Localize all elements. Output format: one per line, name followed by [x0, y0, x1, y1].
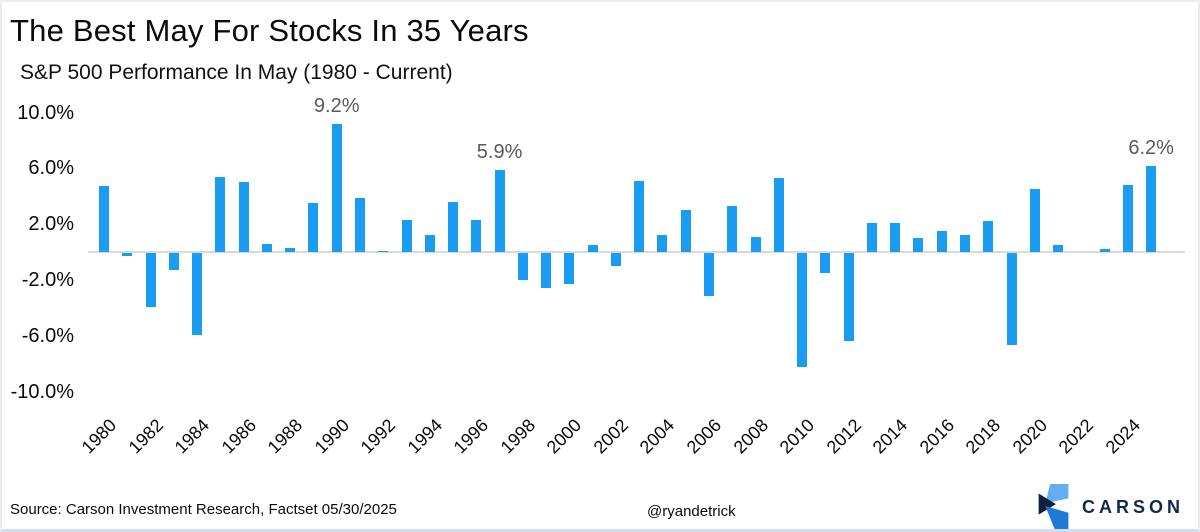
carson-logo: CARSON	[1036, 483, 1184, 529]
bar-1993	[401, 219, 412, 252]
bar-2001	[587, 245, 598, 252]
bar-2018	[983, 221, 994, 252]
bar-1999	[541, 253, 552, 288]
bar-2008	[750, 236, 761, 252]
bar-2010	[797, 253, 808, 368]
bar-2025	[1146, 165, 1157, 252]
data-label-2025: 6.2%	[1128, 136, 1174, 159]
bar-2000	[564, 253, 575, 284]
bar-2004	[657, 235, 668, 252]
bar-2006	[704, 253, 715, 297]
bar-2016	[936, 231, 947, 252]
data-label-1990: 9.2%	[313, 94, 360, 117]
bar-1995	[448, 201, 459, 252]
bar-1990	[331, 123, 342, 252]
carson-chevron-icon	[1038, 483, 1069, 529]
author-handle: @ryandetrick	[647, 503, 736, 520]
carson-logo-text: CARSON	[1081, 497, 1184, 517]
bar-1985	[215, 176, 226, 252]
bar-2009	[773, 178, 784, 252]
bar-1989	[308, 203, 319, 252]
data-label-1997: 5.9%	[476, 140, 523, 163]
page-title: The Best May For Stocks In 35 Years	[10, 13, 529, 48]
bar-2019	[1006, 253, 1017, 346]
bar-2024	[1122, 185, 1133, 252]
bar-1991	[354, 197, 365, 252]
bar-1996	[471, 219, 482, 252]
y-tick-label: 10.0%	[17, 101, 74, 124]
bar-2002	[610, 253, 621, 266]
source-note: Source: Carson Investment Research, Fact…	[10, 501, 397, 518]
bar-1980	[99, 186, 109, 252]
bar-1994	[424, 235, 435, 252]
bar-1983	[168, 253, 179, 270]
chart-subtitle: S&P 500 Performance In May (1980 - Curre…	[20, 61, 453, 84]
bar-2013	[866, 222, 877, 252]
bar-1981	[122, 253, 133, 256]
bar-1998	[517, 253, 528, 280]
y-tick-label: -2.0%	[21, 268, 74, 291]
bar-1988	[285, 247, 296, 252]
bar-2012	[843, 253, 854, 341]
bar-2015	[913, 238, 924, 252]
y-tick-label: 2.0%	[28, 213, 74, 236]
bar-1982	[145, 253, 156, 308]
bar-2003	[634, 180, 645, 252]
y-tick-label: 6.0%	[28, 157, 74, 180]
bar-1984	[192, 253, 203, 336]
x-axis-zero-line	[88, 251, 1185, 253]
bar-2017	[959, 235, 970, 252]
y-tick-label: -10.0%	[10, 380, 74, 403]
bar-2007	[727, 205, 738, 252]
bar-2005	[680, 210, 691, 252]
y-tick-label: -6.0%	[21, 324, 74, 347]
bar-2011	[820, 253, 831, 273]
bar-1997	[494, 169, 505, 252]
bar-1987	[261, 243, 272, 252]
bar-2014	[890, 222, 901, 252]
bar-2020	[1029, 189, 1040, 252]
bar-1986	[238, 182, 249, 252]
bar-2021	[1053, 245, 1064, 252]
bar-1992	[378, 250, 389, 252]
bar-2023	[1099, 249, 1110, 252]
